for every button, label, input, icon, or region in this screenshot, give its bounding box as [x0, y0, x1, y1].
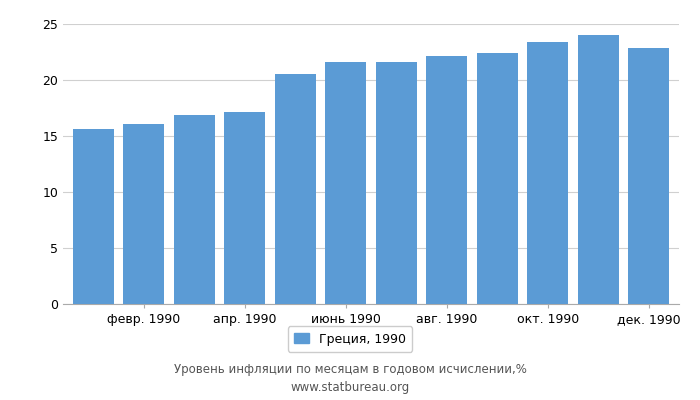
Text: www.statbureau.org: www.statbureau.org	[290, 382, 410, 394]
Bar	[73, 129, 114, 304]
Bar	[375, 62, 417, 304]
Bar	[527, 42, 568, 304]
Bar	[274, 74, 316, 304]
Text: Уровень инфляции по месяцам в годовом исчислении,%: Уровень инфляции по месяцам в годовом ис…	[174, 364, 526, 376]
Bar	[325, 62, 367, 304]
Legend: Греция, 1990: Греция, 1990	[288, 326, 412, 352]
Bar	[123, 124, 164, 304]
Bar	[224, 112, 265, 304]
Bar	[628, 48, 669, 304]
Bar	[477, 53, 518, 304]
Bar	[426, 56, 468, 304]
Bar	[174, 115, 215, 304]
Bar	[578, 35, 619, 304]
